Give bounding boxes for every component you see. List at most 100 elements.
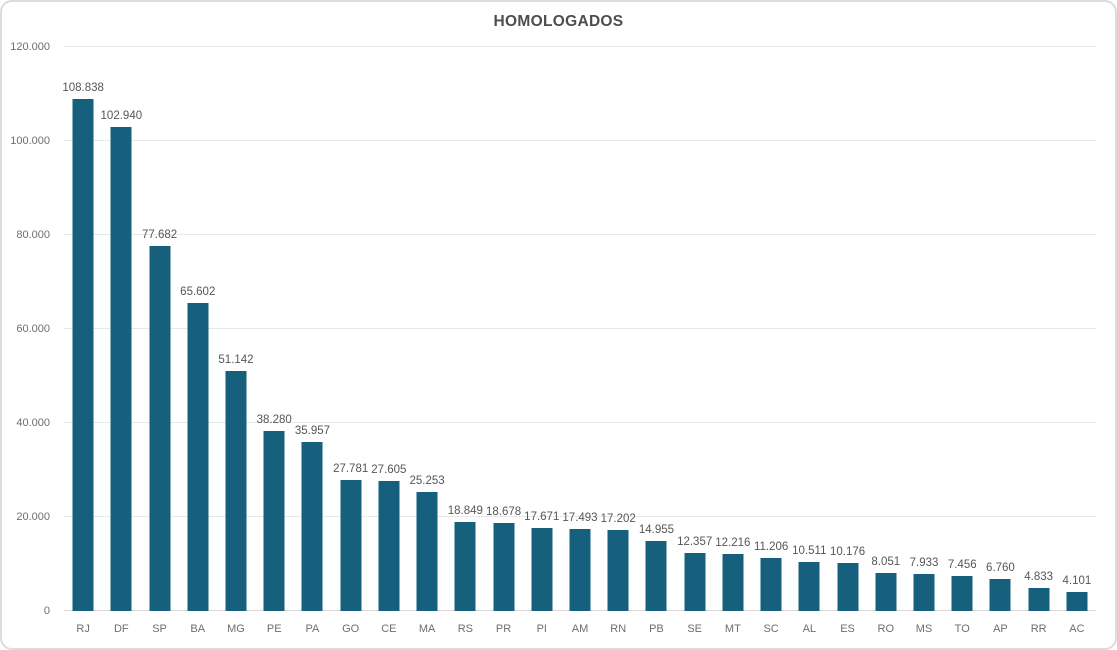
bar-value-label: 25.253 (409, 475, 445, 488)
bar-ba[interactable] (187, 302, 209, 611)
x-tick-label: MT (724, 623, 741, 635)
bar-go[interactable] (340, 480, 362, 611)
gridline (64, 46, 1096, 47)
x-tick-label: RJ (76, 623, 90, 635)
bar-ms[interactable] (913, 573, 935, 611)
x-tick-label: PI (536, 623, 547, 635)
gridline (64, 421, 1096, 423)
bar-df[interactable] (110, 127, 132, 611)
bar-to[interactable] (951, 575, 973, 611)
y-tick-label: 60.000 (16, 323, 50, 335)
x-tick-label: CE (381, 623, 397, 635)
gridline (64, 233, 1096, 235)
x-tick-label: SP (152, 623, 167, 635)
bar-value-label: 12.357 (677, 535, 713, 548)
x-tick-label: PR (495, 623, 512, 635)
bar-value-label: 14.955 (638, 523, 675, 536)
bar-es[interactable] (837, 563, 859, 611)
bar-pb[interactable] (645, 540, 667, 611)
bar-al[interactable] (798, 561, 820, 611)
x-tick-label: PE (266, 623, 282, 635)
bar-rs[interactable] (454, 522, 476, 611)
x-tick-label: SC (763, 623, 779, 635)
x-tick-label: RR (1030, 623, 1047, 635)
bar-ac[interactable] (1066, 591, 1088, 611)
bar-value-label: 102.940 (100, 110, 143, 123)
bar-ap[interactable] (989, 579, 1011, 611)
bar-value-label: 10.176 (829, 546, 866, 559)
bar-ro[interactable] (875, 573, 897, 611)
bar-pi[interactable] (531, 527, 553, 611)
bar-value-label: 18.849 (447, 505, 483, 518)
gridline (64, 139, 1096, 141)
bar-mg[interactable] (225, 370, 247, 611)
x-tick-label: RS (457, 623, 473, 635)
bar-value-label: 7.933 (909, 556, 939, 569)
y-axis: 0 20.000 40.000 60.000 80.000 100.000 120.000 (2, 41, 56, 617)
bar-ma[interactable] (416, 492, 438, 611)
bar-sp[interactable] (149, 245, 171, 611)
bar-value-label: 11.206 (753, 541, 789, 554)
y-tick-label: 40.000 (16, 417, 50, 429)
gridline (64, 328, 1096, 329)
gridline (64, 516, 1096, 517)
bar-value-label: 12.216 (715, 536, 751, 549)
y-tick-label: 100.000 (10, 135, 50, 147)
x-tick-label: GO (342, 623, 360, 635)
x-tick-label: MA (418, 623, 436, 635)
x-tick-label: SE (687, 623, 702, 635)
bar-pe[interactable] (263, 431, 285, 611)
x-tick-label: MG (227, 623, 245, 635)
bar-value-label: 4.101 (1062, 574, 1092, 587)
bar-value-label: 77.682 (141, 228, 178, 241)
bar-mt[interactable] (722, 553, 744, 611)
bar-value-label: 27.605 (371, 464, 407, 477)
bar-rn[interactable] (607, 530, 629, 611)
y-tick-label: 80.000 (16, 229, 50, 241)
bar-value-label: 17.493 (562, 511, 598, 524)
bar-pr[interactable] (493, 523, 515, 611)
x-tick-label: ES (840, 623, 855, 635)
y-tick-label: 120.000 (10, 41, 50, 53)
bar-value-label: 4.833 (1024, 571, 1054, 584)
bar-pa[interactable] (301, 442, 323, 611)
bar-rr[interactable] (1028, 588, 1050, 611)
bar-am[interactable] (569, 528, 591, 611)
bar-value-label: 10.511 (792, 544, 827, 557)
bar-value-label: 18.678 (485, 506, 522, 519)
bar-value-label: 17.671 (524, 510, 560, 523)
x-tick-label: TO (954, 623, 970, 635)
bar-value-label: 8.051 (871, 556, 901, 569)
y-tick-label: 20.000 (16, 511, 50, 523)
x-tick-label: RO (877, 623, 895, 635)
x-tick-label: PA (305, 623, 320, 635)
x-tick-label: AL (802, 623, 817, 635)
bar-value-label: 17.202 (600, 513, 636, 526)
bar-value-label: 51.142 (218, 353, 254, 366)
plot-area: 108.838 102.940 77.682 65.602 51.142 38.280 35… (62, 46, 1096, 611)
x-tick-label: PB (649, 623, 664, 635)
bar-value-label: 7.456 (947, 558, 977, 571)
bar-value-label: 6.760 (986, 562, 1015, 575)
x-tick-label: AP (993, 623, 1008, 635)
bar-rj[interactable] (72, 99, 94, 611)
x-tick-label: AM (571, 623, 589, 635)
chart-title: HOMOLOGADOS (493, 13, 624, 30)
bar-value-label: 38.280 (256, 414, 292, 427)
x-tick-label: MS (915, 623, 933, 635)
x-tick-label: RN (610, 623, 627, 635)
bar-ce[interactable] (378, 481, 400, 611)
y-tick-label: 0 (43, 605, 50, 617)
bar-value-label: 65.602 (180, 285, 216, 298)
bar-value-label: 27.781 (333, 463, 369, 476)
bar-value-label: 108.838 (62, 82, 104, 95)
x-tick-label: DF (113, 623, 129, 635)
bar-value-label: 35.957 (294, 425, 331, 438)
bar-sc[interactable] (760, 558, 782, 611)
x-tick-label: BA (190, 623, 206, 635)
bar-se[interactable] (684, 552, 706, 611)
x-tick-label: AC (1069, 623, 1085, 635)
x-axis: RJ DF SP BA MG PE PA GO CE MA RS PR PI AM RN PB SE MT SC AL… (64, 623, 1096, 639)
